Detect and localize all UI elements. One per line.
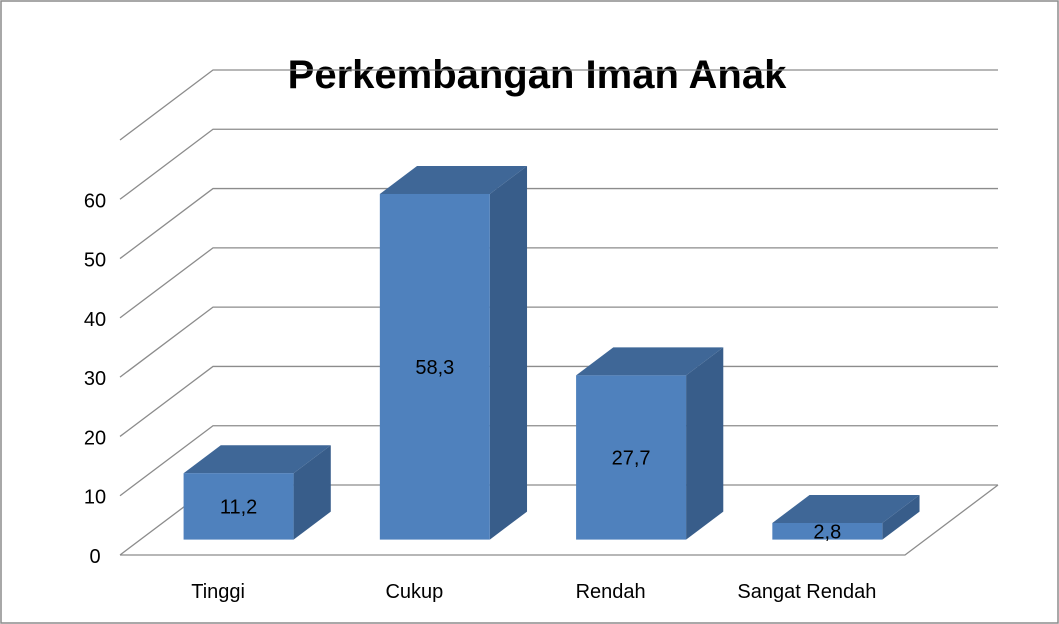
bar bbox=[379, 193, 490, 540]
chart-title: Perkembangan Iman Anak bbox=[288, 53, 787, 97]
data-label: 11,2 bbox=[220, 496, 257, 518]
y-tick-label: 20 bbox=[84, 427, 106, 449]
x-tick-label: Sangat Rendah bbox=[737, 581, 876, 603]
grid-line bbox=[119, 306, 998, 378]
bar-side bbox=[293, 445, 331, 540]
grid-line bbox=[119, 187, 998, 260]
data-label: 27,7 bbox=[612, 447, 651, 469]
x-tick-label: Tinggi bbox=[191, 581, 245, 603]
bar-top bbox=[379, 165, 528, 194]
y-tick-label: 40 bbox=[84, 309, 106, 331]
grid-line bbox=[119, 69, 998, 141]
bar-side bbox=[686, 347, 724, 540]
floor-edge bbox=[120, 484, 999, 556]
bar-top bbox=[576, 347, 724, 376]
bar bbox=[576, 375, 687, 540]
bar-side bbox=[489, 165, 528, 540]
grid-line bbox=[119, 247, 998, 319]
data-label: 2,8 bbox=[813, 521, 841, 543]
grid-line bbox=[119, 365, 998, 437]
y-tick-label: 10 bbox=[84, 487, 106, 509]
bar-top bbox=[183, 445, 331, 474]
y-tick-label: 50 bbox=[84, 250, 106, 272]
bar-top bbox=[772, 495, 920, 523]
y-tick-label: 60 bbox=[84, 190, 106, 212]
y-tick-label: 0 bbox=[89, 546, 100, 568]
grid-line bbox=[119, 128, 998, 200]
y-tick-label: 30 bbox=[84, 368, 106, 390]
x-tick-label: Rendah bbox=[576, 581, 646, 603]
data-label: 58,3 bbox=[415, 357, 454, 379]
x-tick-label: Cukup bbox=[385, 581, 443, 603]
grid-line bbox=[119, 425, 998, 497]
bar bbox=[183, 473, 294, 540]
bar bbox=[772, 523, 883, 540]
bar-side bbox=[882, 495, 920, 540]
